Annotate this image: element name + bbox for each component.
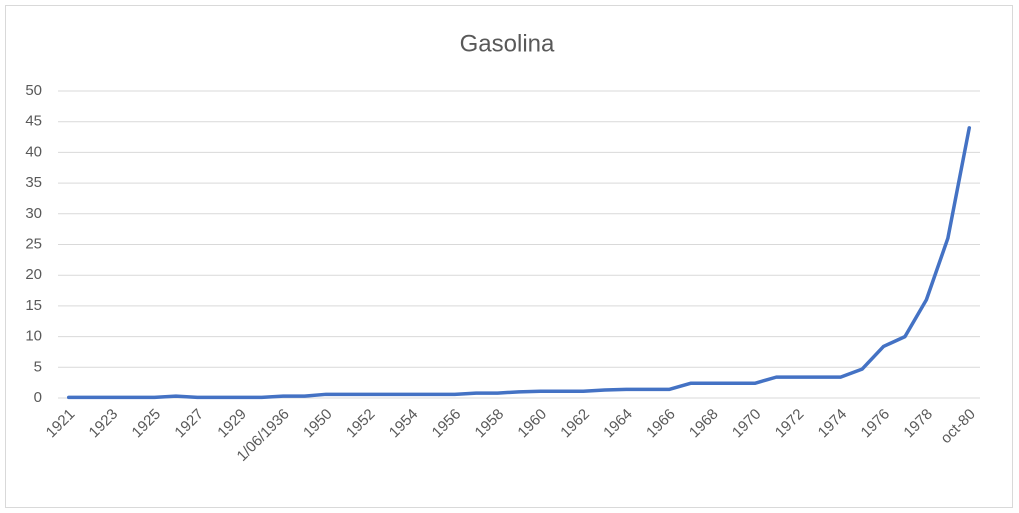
y-tick-label: 5 [34, 358, 42, 375]
y-tick-label: 10 [25, 328, 42, 345]
y-tick-label: 25 [25, 235, 42, 252]
chart-border [5, 5, 1013, 508]
chart-title: Gasolina [460, 30, 555, 57]
y-tick-label: 35 [25, 174, 42, 191]
y-tick-label: 30 [25, 205, 42, 222]
y-tick-label: 50 [25, 82, 42, 99]
y-tick-label: 20 [25, 266, 42, 283]
y-tick-label: 0 [34, 389, 42, 406]
y-tick-label: 45 [25, 113, 42, 130]
line-series [66, 126, 972, 400]
y-tick-label: 15 [25, 297, 42, 314]
y-tick-label: 40 [25, 143, 42, 160]
